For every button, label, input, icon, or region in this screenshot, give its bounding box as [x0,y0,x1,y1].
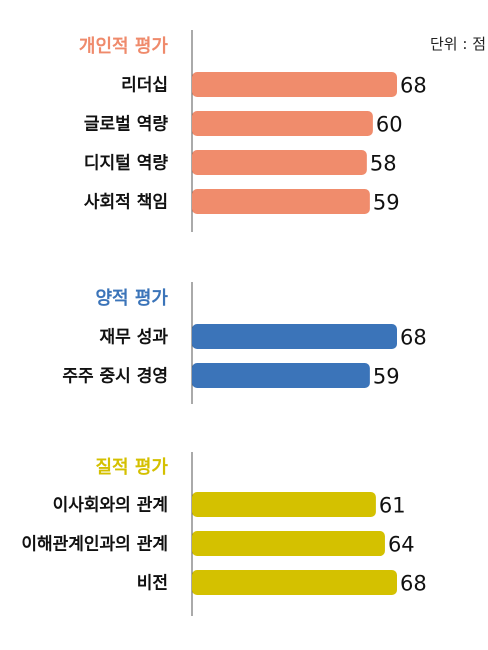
category-label: 재무 성과 [100,328,169,348]
category-label: 주주 중시 경영 [62,367,168,387]
value-label: 60 [376,113,403,137]
unit-label: 단위 : 점 [430,35,486,53]
value-label: 58 [370,152,397,176]
value-label: 61 [379,494,406,518]
category-label: 디지털 역량 [84,154,168,174]
bar [192,111,373,136]
group-title: 양적 평가 [95,288,168,309]
bar [192,150,367,175]
category-label: 비전 [137,574,168,594]
bar [192,72,397,97]
bar [192,189,370,214]
value-label: 59 [373,365,400,389]
value-label: 64 [388,533,415,557]
value-label: 68 [400,326,427,350]
category-label: 이사회와의 관계 [53,496,168,516]
bar [192,492,376,517]
bar [192,324,397,349]
bar [192,531,385,556]
group-title: 질적 평가 [95,457,168,478]
value-label: 68 [400,572,427,596]
bar [192,363,370,388]
category-label: 글로벌 역량 [84,115,168,135]
category-label: 사회적 책임 [84,192,168,213]
value-label: 68 [400,74,427,98]
bar [192,570,397,595]
group-title: 개인적 평가 [79,36,169,57]
value-label: 59 [373,191,400,215]
category-label: 리더십 [121,76,168,96]
category-label: 이해관계인과의 관계 [21,535,168,555]
